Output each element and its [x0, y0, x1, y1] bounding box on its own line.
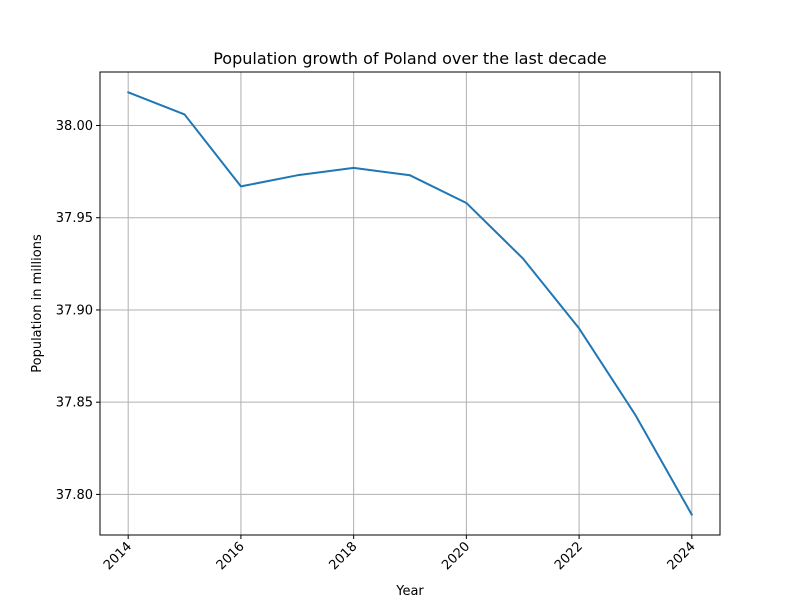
y-tick-label: 37.95 [56, 211, 93, 226]
y-tick-label: 37.80 [56, 488, 93, 503]
axes-frame [99, 71, 721, 536]
plot-area-background [100, 72, 720, 535]
grid [100, 72, 720, 535]
y-tick-label: 37.85 [56, 396, 93, 411]
y-tick-label: 38.00 [56, 119, 93, 134]
chart-title: Population growth of Poland over the las… [213, 49, 607, 68]
y-tick-label: 37.90 [56, 303, 93, 318]
series-layer [127, 91, 693, 516]
y-axis-ticks: 37.80 37.85 37.90 37.95 38.00 [56, 119, 100, 503]
series-line-0 [127, 91, 693, 516]
y-axis-label: Population in millions [30, 234, 45, 373]
x-axis-label: Year [395, 584, 424, 599]
